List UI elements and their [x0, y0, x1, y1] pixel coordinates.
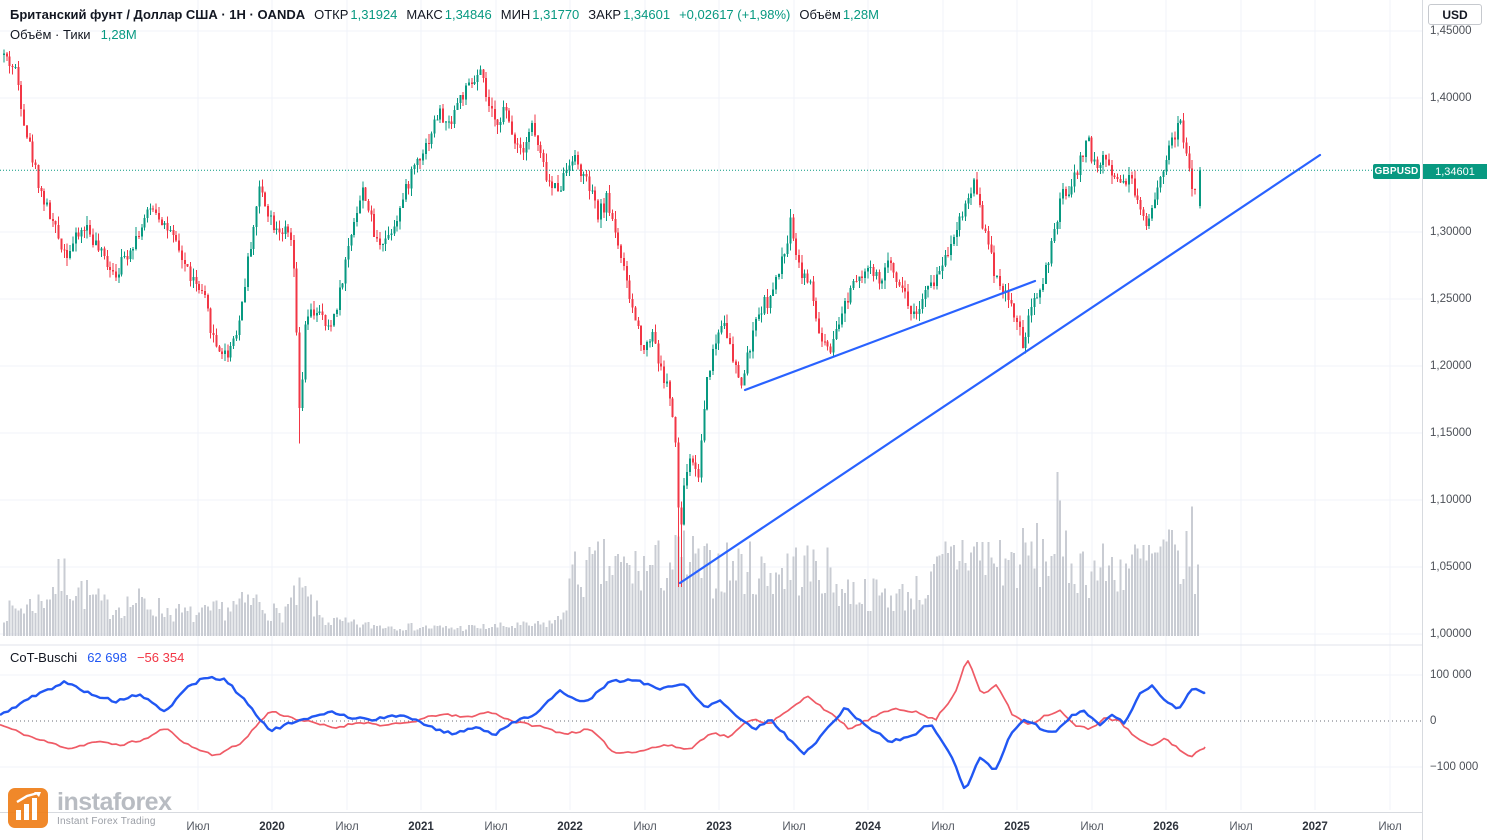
- cot-scale-label: 100 000: [1430, 669, 1472, 681]
- instaforex-logo-icon: [8, 788, 48, 828]
- cot-indicator-layer: [0, 660, 1422, 790]
- price-tick-label: 1,10000: [1430, 494, 1472, 506]
- time-tick-label: Июл: [1378, 821, 1402, 833]
- time-tick-label: 2027: [1302, 821, 1328, 833]
- ohlc-high: МАКС 1,34846: [406, 7, 491, 22]
- last-price-symbol-badge: GBPUSD: [1373, 164, 1420, 179]
- grid-layer: [0, 0, 1422, 810]
- time-tick-label: Июл: [186, 821, 210, 833]
- time-tick-label: 2020: [259, 821, 285, 833]
- price-tick-label: 1,15000: [1430, 427, 1472, 439]
- watermark-text: instaforex Instant Forex Trading: [57, 787, 172, 827]
- brand-name: instaforex: [57, 787, 172, 816]
- close-value: 1,34601: [623, 7, 671, 22]
- price-tick-label: 1,45000: [1430, 25, 1472, 37]
- broker-watermark[interactable]: instaforex Instant Forex Trading: [8, 787, 172, 828]
- volume-indicator-label: Объём · Тики: [10, 27, 91, 42]
- time-tick-label: 2026: [1153, 821, 1179, 833]
- price-tick-label: 1,20000: [1430, 360, 1472, 372]
- header-volume: Объём 1,28М: [799, 7, 879, 22]
- high-label: МАКС: [406, 7, 443, 22]
- high-value: 1,34846: [444, 7, 492, 22]
- symbol-header: Британский фунт / Доллар США · 1Н · OAND…: [10, 7, 879, 22]
- volume-indicator-value: 1,28М: [100, 27, 137, 42]
- volume-bars-layer: [3, 472, 1199, 636]
- time-tick-label: Июл: [484, 821, 508, 833]
- open-label: ОТКР: [314, 7, 349, 22]
- time-tick-label: Июл: [633, 821, 657, 833]
- volume-indicator-legend[interactable]: Объём · Тики 1,28М: [10, 27, 137, 42]
- time-tick-label: 2024: [855, 821, 881, 833]
- ohlc-close: ЗАКР 1,34601: [588, 7, 670, 22]
- time-tick-label: Июл: [1229, 821, 1253, 833]
- price-change: +0,02617 (+1,98%): [679, 7, 791, 22]
- price-tick-label: 1,05000: [1430, 561, 1472, 573]
- time-tick-label: Июл: [931, 821, 955, 833]
- time-tick-label: Июл: [1080, 821, 1104, 833]
- cot-indicator-legend[interactable]: CoT-Buschi 62 698 −56 354: [10, 650, 184, 665]
- volume-value: 1,28М: [842, 7, 879, 22]
- volume-label: Объём: [799, 7, 841, 22]
- time-tick-label: 2022: [557, 821, 583, 833]
- cot-scale-label: −100 000: [1430, 761, 1479, 773]
- price-tick-label: 1,00000: [1430, 628, 1472, 640]
- low-label: МИН: [500, 7, 531, 22]
- cot-indicator-name: CoT-Buschi: [10, 650, 78, 665]
- time-tick-label: 2021: [408, 821, 434, 833]
- time-tick-label: Июл: [782, 821, 806, 833]
- last-price-value-badge: 1,34601: [1423, 164, 1487, 179]
- time-axis[interactable]: Июл 2020 Июл 2021 Июл 2022 Июл 2023 Июл 2024 Июл 20…: [0, 812, 1422, 840]
- price-tick-label: 1,30000: [1430, 226, 1472, 238]
- currency-selector[interactable]: USD: [1428, 4, 1482, 25]
- time-tick-label: 2023: [706, 821, 732, 833]
- candles-layer: [3, 49, 1201, 588]
- ohlc-low: МИН 1,31770: [501, 7, 580, 22]
- price-tick-label: 1,40000: [1430, 92, 1472, 104]
- open-value: 1,31924: [350, 7, 398, 22]
- symbol-title[interactable]: Британский фунт / Доллар США · 1Н · OAND…: [10, 7, 306, 22]
- time-tick-label: Июл: [335, 821, 359, 833]
- price-axis[interactable]: USD 1,45000 1,40000 1,30000 1,25000 1,20000 1…: [1422, 0, 1487, 840]
- low-value: 1,31770: [532, 7, 580, 22]
- close-label: ЗАКР: [588, 7, 622, 22]
- cot-red-value: −56 354: [136, 650, 185, 665]
- drawings-layer[interactable]: [0, 153, 1422, 585]
- chart-canvas[interactable]: [0, 0, 1422, 812]
- cot-scale-label: 0: [1430, 715, 1437, 727]
- price-tick-label: 1,25000: [1430, 293, 1472, 305]
- cot-blue-value: 62 698: [87, 650, 127, 665]
- brand-tagline: Instant Forex Trading: [57, 815, 156, 827]
- ohlc-open: ОТКР 1,31924: [314, 7, 397, 22]
- time-tick-label: 2025: [1004, 821, 1030, 833]
